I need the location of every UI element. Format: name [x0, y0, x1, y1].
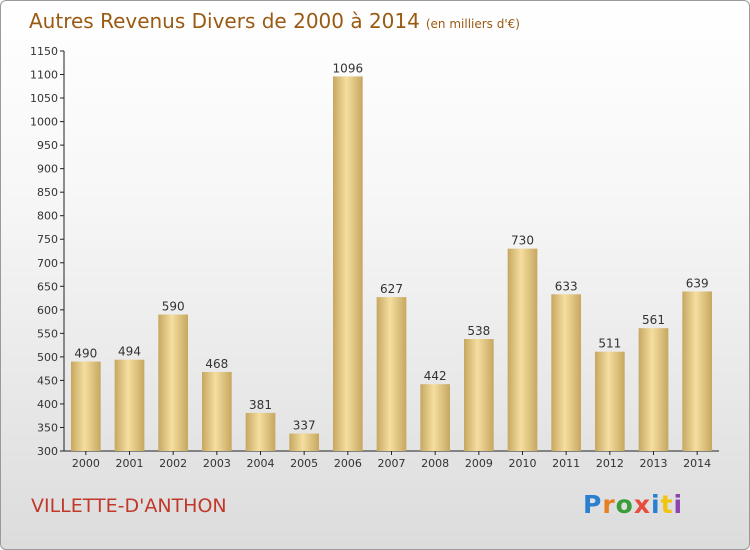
bar-value-label: 538: [467, 324, 490, 338]
x-tick-label: 2014: [683, 457, 711, 470]
proxiti-logo: Proxiti: [583, 490, 683, 519]
x-tick-label: 2011: [552, 457, 580, 470]
y-tick-label: 850: [37, 186, 58, 199]
bar-2005: [289, 433, 320, 451]
bar-2000: [70, 361, 101, 451]
bar-value-label: 730: [511, 234, 534, 248]
logo-letter: P: [583, 490, 603, 519]
y-tick-label: 400: [37, 398, 58, 411]
logo-letter: x: [633, 490, 651, 519]
bar-value-label: 1096: [333, 61, 364, 75]
y-tick-label: 600: [37, 304, 58, 317]
bar-2008: [420, 384, 451, 451]
bar-value-label: 494: [118, 345, 141, 359]
bar-value-label: 590: [162, 300, 185, 314]
bar-value-label: 490: [74, 347, 97, 361]
logo-letter: t: [660, 490, 674, 519]
y-tick-label: 750: [37, 233, 58, 246]
x-tick-label: 2000: [72, 457, 100, 470]
bar-2001: [114, 359, 145, 451]
y-tick-label: 500: [37, 351, 58, 364]
y-tick-label: 450: [37, 374, 58, 387]
bar-value-label: 442: [424, 369, 447, 383]
bar-2014: [682, 291, 713, 451]
x-tick-label: 2003: [203, 457, 231, 470]
bar-value-label: 381: [249, 398, 272, 412]
bar-value-label: 639: [686, 276, 709, 290]
bar-2010: [507, 248, 538, 451]
x-tick-label: 2002: [159, 457, 187, 470]
x-tick-label: 2010: [509, 457, 537, 470]
x-tick-label: 2009: [465, 457, 493, 470]
bar-2004: [245, 412, 276, 451]
x-tick-label: 2008: [421, 457, 449, 470]
bar-value-label: 561: [642, 313, 665, 327]
logo-letter: o: [615, 490, 634, 519]
y-tick-label: 1000: [30, 116, 58, 129]
y-axis: 300 350 400 450 500 550 600 650 700 750 800 850 900 9…: [30, 45, 65, 458]
bars: 490 494 590 468 381 337 1096 627 442 538 730 633 511…: [70, 61, 713, 451]
y-tick-label: 900: [37, 163, 58, 176]
x-tick-label: 2001: [116, 457, 144, 470]
y-tick-label: 950: [37, 139, 58, 152]
x-tick-label: 2012: [596, 457, 624, 470]
bar-2009: [463, 339, 494, 451]
y-tick-label: 550: [37, 327, 58, 340]
y-tick-label: 1150: [30, 45, 58, 58]
logo-letter: i: [651, 490, 661, 519]
x-tick-label: 2004: [247, 457, 275, 470]
y-tick-label: 1050: [30, 92, 58, 105]
x-tick-label: 2006: [334, 457, 362, 470]
commune-name: VILLETTE-D'ANTHON: [31, 495, 227, 517]
y-tick-label: 300: [37, 445, 58, 458]
y-tick-label: 1100: [30, 69, 58, 82]
y-tick-label: 800: [37, 210, 58, 223]
bar-2002: [158, 314, 189, 451]
bar-2011: [551, 294, 582, 451]
y-tick-label: 350: [37, 421, 58, 434]
chart-title: Autres Revenus Divers de 2000 à 2014 (en …: [29, 9, 520, 33]
bar-value-label: 337: [293, 419, 316, 433]
y-tick-label: 650: [37, 280, 58, 293]
bar-value-label: 511: [598, 337, 621, 351]
chart-title-text: Autres Revenus Divers de 2000 à 2014: [29, 9, 420, 33]
bar-2003: [201, 371, 232, 451]
logo-letter: i: [673, 490, 684, 519]
x-tick-label: 2007: [378, 457, 406, 470]
bar-value-label: 633: [555, 279, 578, 293]
bar-2012: [594, 351, 625, 451]
x-tick-label: 2013: [640, 457, 668, 470]
bar-value-label: 468: [205, 357, 228, 371]
bar-2007: [376, 297, 407, 451]
bar-2013: [638, 328, 669, 451]
bar-value-label: 627: [380, 282, 403, 296]
chart-unit-note: (en milliers d'€): [425, 17, 520, 31]
x-tick-label: 2005: [290, 457, 318, 470]
bar-2006: [332, 76, 363, 451]
logo-letter: r: [602, 490, 616, 519]
y-tick-label: 700: [37, 257, 58, 270]
x-axis: 2000 2001 2002 2003 2004 2005 2006 2007 2008 2009…: [64, 450, 719, 470]
